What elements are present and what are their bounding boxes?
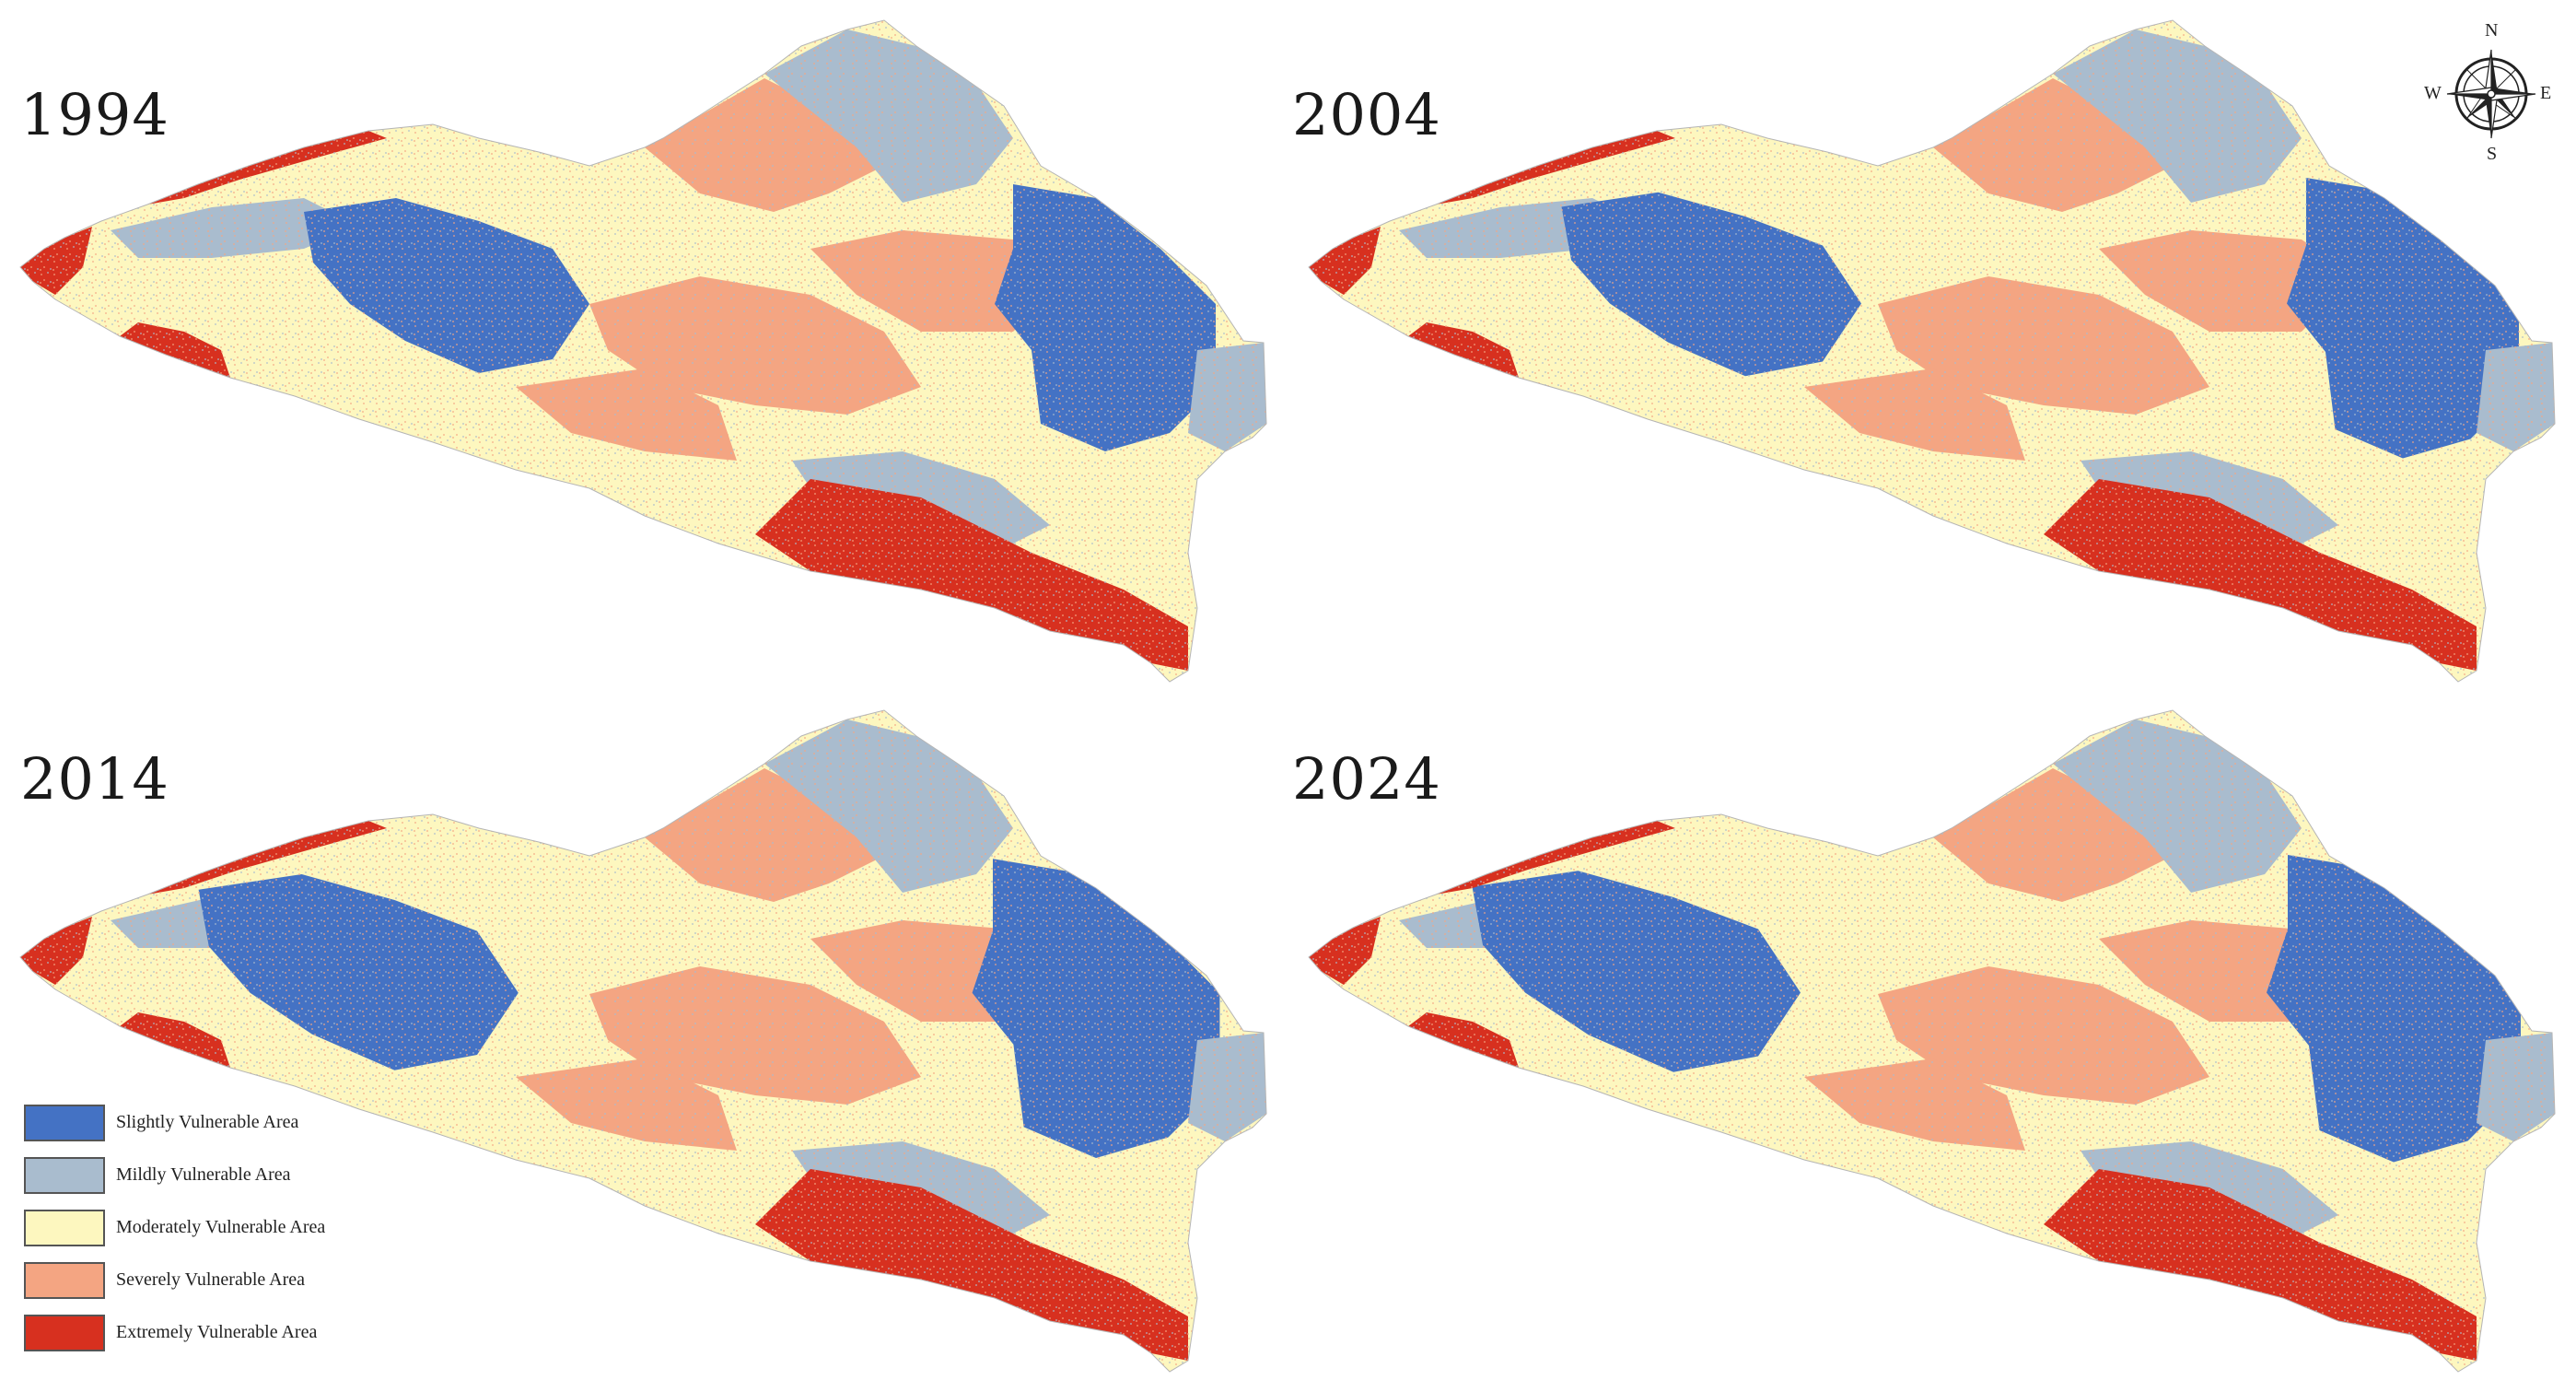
legend-label-mildly: Mildly Vulnerable Area	[116, 1164, 291, 1185]
compass-south-label: S	[2487, 144, 2498, 164]
compass-icon	[2446, 49, 2536, 139]
vulnerability-map-2014	[19, 709, 1267, 1373]
vulnerability-map-1994	[19, 19, 1267, 683]
legend-label-slightly: Slightly Vulnerable Area	[116, 1112, 299, 1132]
map-boundary	[1308, 19, 2556, 683]
map-region-fill	[20, 710, 1266, 1372]
legend-swatch-slightly	[24, 1104, 105, 1141]
year-label-2014: 2014	[20, 745, 169, 813]
legend-swatch-severely	[24, 1261, 105, 1299]
compass-north-label: N	[2485, 20, 2499, 41]
map-region-fill	[1309, 20, 2555, 682]
legend-swatch-moderately	[24, 1209, 105, 1246]
legend-swatch-extremely	[24, 1314, 105, 1351]
legend-label-extremely: Extremely Vulnerable Area	[116, 1322, 318, 1342]
legend-item-moderately: Moderately Vulnerable Area	[24, 1201, 411, 1254]
legend-item-severely: Severely Vulnerable Area	[24, 1254, 411, 1306]
map-region-fill	[20, 20, 1266, 682]
year-label-2024: 2024	[1292, 745, 1441, 813]
year-label-1994: 1994	[20, 81, 169, 148]
map-texture	[1309, 710, 2555, 1372]
legend-item-extremely: Extremely Vulnerable Area	[24, 1306, 411, 1359]
map-texture	[20, 20, 1266, 682]
vulnerability-map-2004	[1308, 19, 2556, 683]
compass-west-label: W	[2424, 83, 2442, 103]
legend-label-moderately: Moderately Vulnerable Area	[116, 1217, 326, 1237]
map-legend: Slightly Vulnerable Area Mildly Vulnerab…	[24, 1096, 411, 1359]
legend-item-slightly: Slightly Vulnerable Area	[24, 1096, 411, 1149]
legend-item-mildly: Mildly Vulnerable Area	[24, 1149, 411, 1201]
compass-east-label: E	[2540, 83, 2552, 103]
map-panel-2014: 2014	[0, 690, 1288, 1380]
map-boundary	[19, 19, 1267, 683]
year-label-2004: 2004	[1292, 81, 1441, 148]
vulnerability-map-2024	[1308, 709, 2556, 1373]
compass-rose: N S E W	[2422, 18, 2560, 166]
map-panel-1994: 1994	[0, 0, 1288, 690]
legend-label-severely: Severely Vulnerable Area	[116, 1269, 306, 1290]
map-texture	[20, 710, 1266, 1372]
map-boundary	[19, 709, 1267, 1373]
map-panel-2024: 2024	[1288, 690, 2576, 1380]
map-texture	[1309, 20, 2555, 682]
map-region-fill	[1309, 710, 2555, 1372]
legend-swatch-mildly	[24, 1156, 105, 1194]
map-boundary	[1308, 709, 2556, 1373]
map-panel-2004: 2004	[1288, 0, 2576, 690]
